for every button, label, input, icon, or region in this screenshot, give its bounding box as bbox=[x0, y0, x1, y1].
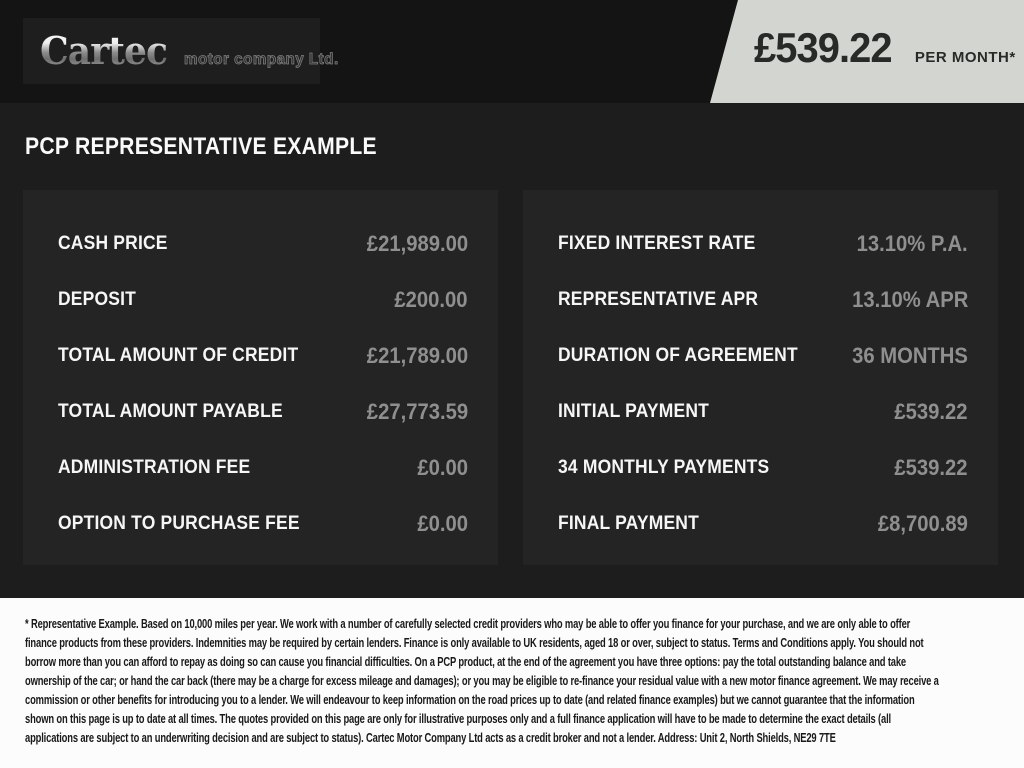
disclaimer-line: finance products from these providers. I… bbox=[25, 636, 924, 650]
finance-row: FINAL PAYMENT £8,700.89 bbox=[558, 496, 968, 552]
finance-row-value: £27,773.59 bbox=[366, 399, 468, 424]
disclaimer-line: shown on this page is up to date at all … bbox=[25, 712, 892, 726]
finance-row-label: 34 MONTHLY PAYMENTS bbox=[558, 457, 770, 478]
finance-row: TOTAL AMOUNT PAYABLE £27,773.59 bbox=[58, 384, 468, 440]
finance-row-label: CASH PRICE bbox=[58, 233, 168, 254]
monthly-price-amount: £539.22 bbox=[754, 24, 893, 71]
finance-row: DURATION OF AGREEMENT 36 MONTHS bbox=[558, 328, 968, 384]
finance-row-value: £21,989.00 bbox=[366, 231, 468, 256]
finance-row: DEPOSIT £200.00 bbox=[58, 272, 468, 328]
finance-row-value: £8,700.89 bbox=[877, 511, 968, 536]
finance-row-value: £539.22 bbox=[894, 399, 968, 424]
finance-row-label: DEPOSIT bbox=[58, 289, 137, 310]
finance-row-value: 13.10% P.A. bbox=[856, 231, 968, 256]
finance-row-value: 13.10% APR bbox=[851, 287, 968, 312]
finance-row-label: OPTION TO PURCHASE FEE bbox=[58, 513, 300, 534]
finance-row-value: £21,789.00 bbox=[366, 343, 468, 368]
finance-row-value: £539.22 bbox=[894, 455, 968, 480]
finance-row-value: £200.00 bbox=[394, 287, 468, 312]
finance-panel-right: FIXED INTEREST RATE 13.10% P.A. REPRESEN… bbox=[523, 190, 998, 565]
finance-row-label: DURATION OF AGREEMENT bbox=[558, 345, 798, 366]
finance-row-label: TOTAL AMOUNT OF CREDIT bbox=[58, 345, 299, 366]
finance-row: CASH PRICE £21,989.00 bbox=[58, 216, 468, 272]
monthly-price-flag: £539.22 PER MONTH* bbox=[710, 0, 1024, 103]
finance-row: OPTION TO PURCHASE FEE £0.00 bbox=[58, 496, 468, 552]
disclaimer-line: borrow more than you can afford to repay… bbox=[25, 655, 906, 669]
finance-row-label: INITIAL PAYMENT bbox=[558, 401, 710, 422]
finance-row-value: £0.00 bbox=[417, 511, 468, 536]
page-title: PCP REPRESENTATIVE EXAMPLE bbox=[25, 133, 377, 160]
finance-row-label: FIXED INTEREST RATE bbox=[558, 233, 756, 254]
finance-row-label: TOTAL AMOUNT PAYABLE bbox=[58, 401, 283, 422]
disclaimer-line: * Representative Example. Based on 10,00… bbox=[25, 617, 911, 631]
company-logo: Cartec motor company Ltd. bbox=[23, 18, 338, 84]
finance-row: INITIAL PAYMENT £539.22 bbox=[558, 384, 968, 440]
finance-row-label: ADMINISTRATION FEE bbox=[58, 457, 251, 478]
logo-suffix-text: motor company Ltd. bbox=[183, 51, 339, 69]
finance-row-label: FINAL PAYMENT bbox=[558, 513, 699, 534]
logo-brand-text: Cartec bbox=[40, 18, 168, 84]
finance-row: REPRESENTATIVE APR 13.10% APR bbox=[558, 272, 968, 328]
finance-row: 34 MONTHLY PAYMENTS £539.22 bbox=[558, 440, 968, 496]
disclaimer-line: applications are subject to an underwrit… bbox=[25, 731, 836, 745]
finance-row: ADMINISTRATION FEE £0.00 bbox=[58, 440, 468, 496]
finance-row: TOTAL AMOUNT OF CREDIT £21,789.00 bbox=[58, 328, 468, 384]
finance-row-label: REPRESENTATIVE APR bbox=[558, 289, 759, 310]
finance-row: FIXED INTEREST RATE 13.10% P.A. bbox=[558, 216, 968, 272]
finance-row-value: £0.00 bbox=[417, 455, 468, 480]
disclaimer-line: commission or other benefits for introdu… bbox=[25, 693, 915, 707]
finance-row-value: 36 MONTHS bbox=[852, 343, 968, 368]
disclaimer-line: ownership of the car; or hand the car ba… bbox=[25, 674, 939, 688]
monthly-price-period: PER MONTH* bbox=[914, 49, 1016, 66]
finance-panel-left: CASH PRICE £21,989.00 DEPOSIT £200.00 TO… bbox=[23, 190, 498, 565]
header-bar: Cartec motor company Ltd. £539.22 PER MO… bbox=[0, 0, 1024, 103]
footer-disclaimer: * Representative Example. Based on 10,00… bbox=[0, 598, 1024, 768]
